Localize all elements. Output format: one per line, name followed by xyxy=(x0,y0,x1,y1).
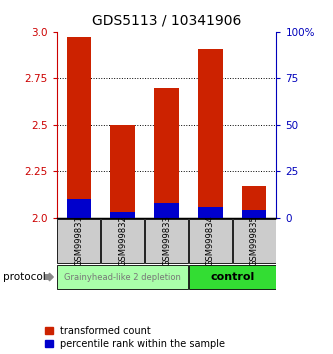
Text: control: control xyxy=(210,272,254,282)
Bar xyxy=(111,212,135,218)
Bar xyxy=(67,199,91,218)
Title: GDS5113 / 10341906: GDS5113 / 10341906 xyxy=(92,14,241,28)
Text: Grainyhead-like 2 depletion: Grainyhead-like 2 depletion xyxy=(64,273,181,281)
Bar xyxy=(242,210,266,218)
Text: GSM999834: GSM999834 xyxy=(206,215,215,266)
Bar xyxy=(57,265,188,289)
Bar xyxy=(67,38,91,218)
Bar xyxy=(58,219,100,263)
Text: GSM999832: GSM999832 xyxy=(118,215,127,266)
Bar xyxy=(198,48,222,218)
Text: GSM999831: GSM999831 xyxy=(74,215,83,266)
Text: GSM999835: GSM999835 xyxy=(250,215,259,266)
Bar xyxy=(189,219,231,263)
Bar xyxy=(146,219,187,263)
Bar xyxy=(155,88,178,218)
Bar xyxy=(189,265,276,289)
Text: protocol: protocol xyxy=(3,272,46,282)
Bar xyxy=(242,186,266,218)
Bar xyxy=(155,203,178,218)
Legend: transformed count, percentile rank within the sample: transformed count, percentile rank withi… xyxy=(45,326,225,349)
Bar xyxy=(198,207,222,218)
Bar xyxy=(111,125,135,218)
Bar xyxy=(233,219,275,263)
FancyArrow shape xyxy=(45,273,53,281)
Bar xyxy=(102,219,144,263)
Text: GSM999833: GSM999833 xyxy=(162,215,171,266)
